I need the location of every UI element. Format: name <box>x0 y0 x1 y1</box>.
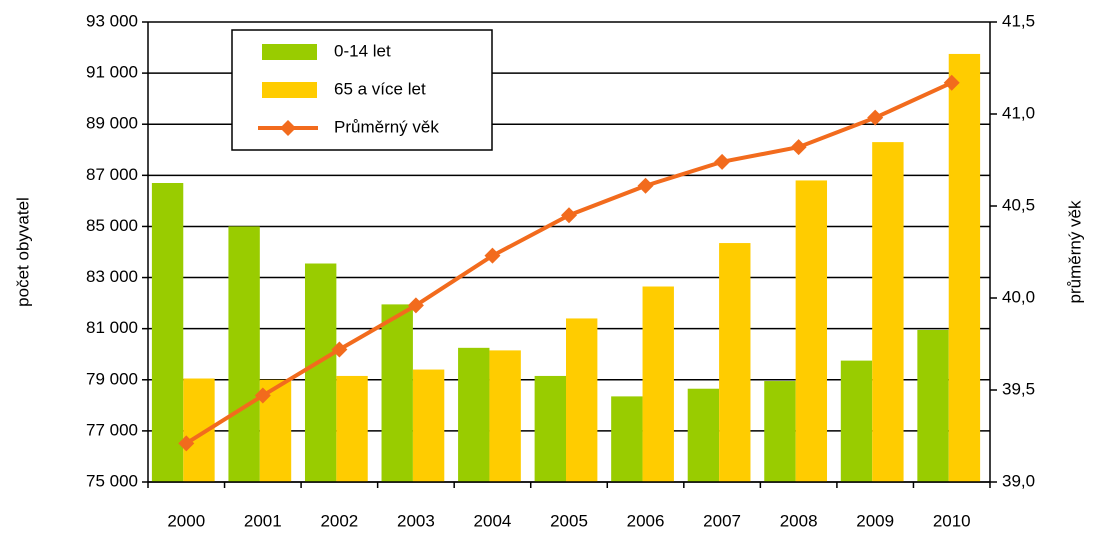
bar <box>795 180 828 482</box>
bar <box>458 347 490 482</box>
y2-tick-label: 41,5 <box>1002 11 1035 30</box>
legend-swatch <box>262 82 317 98</box>
bar <box>336 375 368 482</box>
bar <box>687 388 720 482</box>
y-axis-title: počet obyvatel <box>13 197 32 307</box>
y-tick-label: 81 000 <box>86 318 138 337</box>
marker <box>637 177 654 194</box>
y-tick-label: 85 000 <box>86 216 138 235</box>
y-tick-label: 93 000 <box>86 11 138 30</box>
x-tick-label: 2007 <box>703 511 741 530</box>
x-tick-label: 2000 <box>167 511 205 530</box>
marker <box>943 74 960 91</box>
legend-label: Průměrný věk <box>334 117 439 136</box>
marker <box>407 297 424 314</box>
y-tick-label: 75 000 <box>86 471 138 490</box>
marker <box>484 247 501 264</box>
x-tick-label: 2003 <box>397 511 435 530</box>
y-tick-label: 77 000 <box>86 420 138 439</box>
legend-swatch <box>262 44 317 60</box>
bar <box>642 286 674 482</box>
marker <box>867 109 884 126</box>
y-tick-label: 87 000 <box>86 165 138 184</box>
bar <box>872 142 904 482</box>
legend-label: 65 a více let <box>334 79 426 98</box>
x-tick-label: 2010 <box>933 511 971 530</box>
bar <box>719 243 751 482</box>
x-tick-label: 2008 <box>780 511 818 530</box>
y2-tick-label: 39,0 <box>1002 471 1035 490</box>
y-tick-label: 89 000 <box>86 114 138 133</box>
y2-tick-label: 39,5 <box>1002 379 1035 398</box>
y2-axis-title: průměrný věk <box>1065 200 1084 303</box>
x-tick-label: 2005 <box>550 511 588 530</box>
bar <box>151 183 184 482</box>
x-tick-label: 2006 <box>627 511 665 530</box>
bar <box>764 381 796 482</box>
y2-tick-label: 40,0 <box>1002 287 1035 306</box>
legend-label: 0-14 let <box>334 41 391 60</box>
bar <box>412 369 445 482</box>
x-tick-label: 2004 <box>474 511 512 530</box>
legend-swatch <box>280 120 296 136</box>
marker <box>331 341 348 358</box>
marker <box>254 387 271 404</box>
bar <box>948 53 981 482</box>
bar <box>381 304 413 482</box>
y2-tick-label: 40,5 <box>1002 195 1035 214</box>
bar <box>304 263 337 482</box>
x-tick-label: 2001 <box>244 511 282 530</box>
marker <box>790 139 807 156</box>
bar <box>489 350 521 482</box>
y-tick-label: 83 000 <box>86 267 138 286</box>
x-tick-label: 2002 <box>320 511 358 530</box>
y2-tick-label: 41,0 <box>1002 103 1035 122</box>
bar <box>228 226 260 482</box>
x-tick-label: 2009 <box>856 511 894 530</box>
bar <box>840 360 873 482</box>
bar <box>917 329 949 482</box>
marker <box>561 207 577 224</box>
bar <box>611 396 643 482</box>
marker <box>714 153 731 170</box>
bar <box>534 375 566 482</box>
y-tick-label: 79 000 <box>86 369 138 388</box>
bar <box>566 318 598 482</box>
marker <box>178 435 195 452</box>
y-tick-label: 91 000 <box>86 63 138 82</box>
